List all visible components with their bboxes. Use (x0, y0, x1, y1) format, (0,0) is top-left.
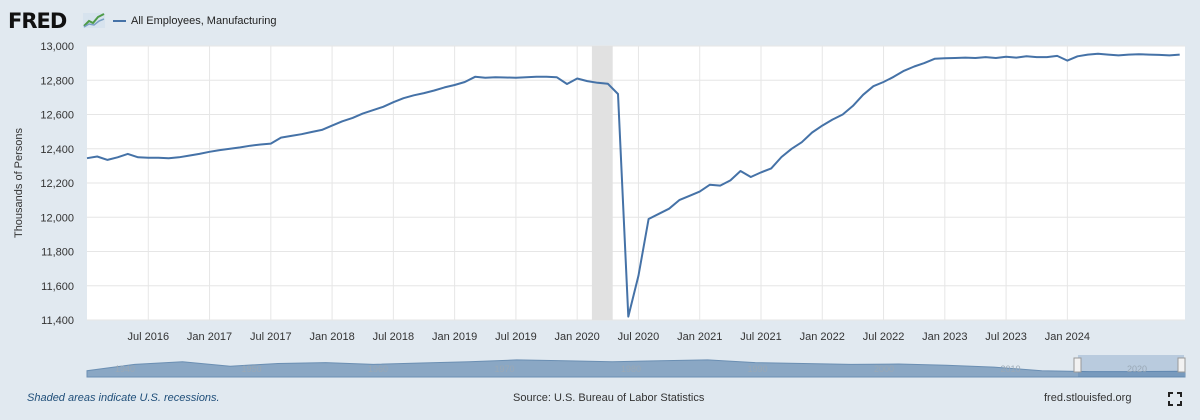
navigator-year-label: 2020 (1127, 364, 1147, 374)
x-tick-label: Jan 2021 (677, 331, 722, 343)
legend-swatch (113, 20, 126, 23)
x-tick-label: Jul 2019 (495, 331, 537, 343)
fred-logo[interactable]: FRED (8, 9, 67, 33)
x-tick-label: Jul 2018 (373, 331, 415, 343)
x-tick-label: Jul 2022 (863, 331, 905, 343)
navigator-year-label: 2000 (874, 364, 894, 374)
y-tick-label: 12,400 (40, 144, 74, 156)
x-tick-label: Jan 2019 (432, 331, 477, 343)
x-tick-label: Jul 2023 (985, 331, 1027, 343)
y-tick-label: 12,000 (40, 212, 74, 224)
x-tick-label: Jul 2017 (250, 331, 292, 343)
y-tick-label: 12,600 (40, 110, 74, 122)
header-bar: FRED All Employees, Manufacturing (0, 0, 1200, 38)
navigator-year-label: 1980 (621, 364, 641, 374)
y-tick-label: 12,200 (40, 178, 74, 190)
navigator-year-label: 1960 (368, 364, 388, 374)
navigator-year-label: 2010 (1001, 364, 1021, 374)
navigator-year-label: 1950 (242, 364, 262, 374)
x-tick-label: Jul 2020 (618, 331, 660, 343)
navigator-right-handle[interactable] (1177, 357, 1186, 373)
x-tick-label: Jul 2016 (127, 331, 169, 343)
y-tick-label: 11,400 (41, 315, 74, 327)
series-line[interactable] (86, 52, 1180, 318)
recession-note: Shaded areas indicate U.S. recessions. (27, 392, 220, 404)
y-tick-label: 13,000 (40, 41, 74, 53)
x-tick-label: Jan 2017 (187, 331, 232, 343)
x-tick-label: Jan 2018 (309, 331, 354, 343)
y-tick-label: 11,600 (41, 281, 74, 293)
fullscreen-icon[interactable] (1168, 392, 1182, 406)
navigator-year-label: 1970 (495, 364, 515, 374)
legend-label: All Employees, Manufacturing (131, 15, 277, 27)
y-tick-label: 11,800 (41, 247, 74, 259)
line-chart[interactable]: 11,400 11,600 11,800 12,000 12,200 12,400 12,6… (0, 30, 1200, 390)
x-tick-label: Jan 2023 (922, 331, 967, 343)
source-note: Source: U.S. Bureau of Labor Statistics (513, 392, 705, 404)
recession-band (591, 46, 613, 320)
fred-graph-icon (83, 13, 105, 28)
x-tick-label: Jan 2020 (555, 331, 600, 343)
site-link[interactable]: fred.stlouisfed.org (1044, 392, 1132, 404)
y-axis-title: Thousands of Persons (13, 127, 25, 238)
x-tick-label: Jan 2022 (800, 331, 845, 343)
range-navigator[interactable]: 1940 1950 1960 1970 1980 1990 2000 2010 2020 (86, 355, 1186, 378)
navigator-selection[interactable] (1078, 355, 1184, 377)
navigator-left-handle[interactable] (1073, 357, 1082, 373)
navigator-year-label: 1940 (115, 364, 135, 374)
chart-legend: All Employees, Manufacturing (113, 15, 277, 27)
navigator-year-label: 1990 (748, 364, 768, 374)
y-tick-label: 12,800 (40, 75, 74, 87)
x-tick-label: Jul 2021 (740, 331, 782, 343)
x-tick-label: Jan 2024 (1045, 331, 1090, 343)
